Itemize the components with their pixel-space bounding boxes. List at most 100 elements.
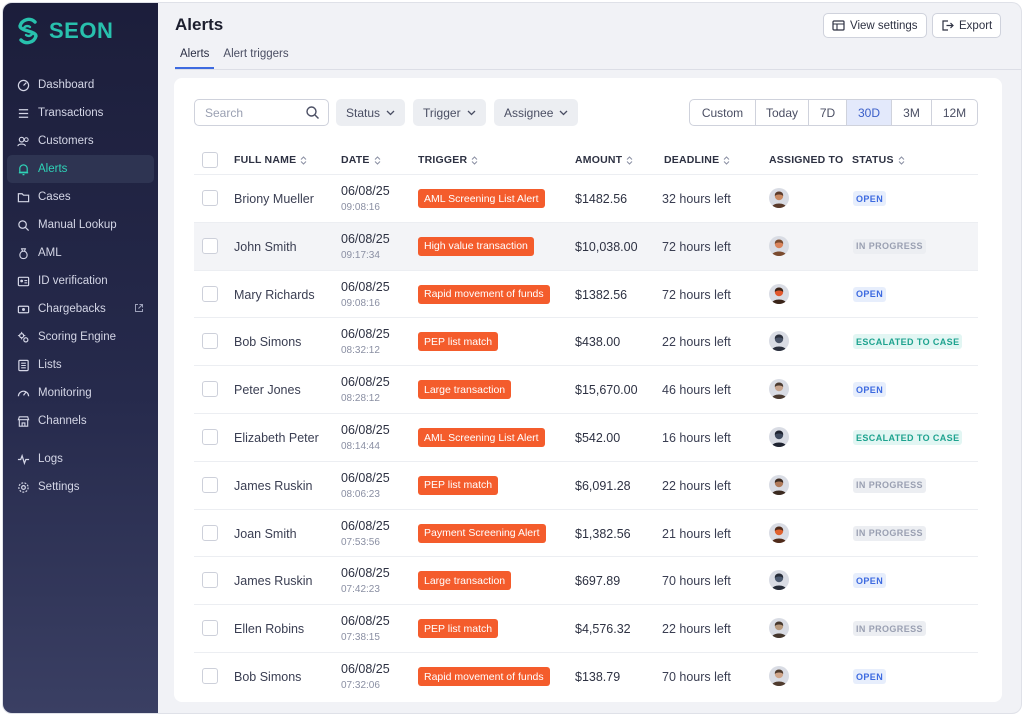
table-row[interactable]: Elizabeth Peter 06/08/25 08:14:44 AML Scree… — [194, 413, 978, 461]
sidebar-item-scoring-engine[interactable]: Scoring Engine — [7, 323, 154, 351]
logo[interactable]: SEON — [15, 17, 113, 45]
lists-icon — [16, 358, 30, 372]
avatar[interactable] — [769, 379, 789, 400]
sidebar-item-lists[interactable]: Lists — [7, 351, 154, 379]
time-cell: 07:53:56 — [341, 536, 380, 548]
range-custom[interactable]: Custom — [690, 100, 756, 125]
avatar[interactable] — [769, 331, 789, 352]
row-checkbox[interactable] — [202, 476, 218, 493]
row-checkbox[interactable] — [202, 190, 218, 206]
column-header-date[interactable]: DATE — [341, 146, 381, 174]
sidebar: SEON Dashboard Transactions Customers Al… — [3, 3, 158, 713]
export-button[interactable]: Export — [932, 13, 1002, 38]
table-row[interactable]: Briony Mueller 06/08/25 09:08:16 AML Screen… — [194, 174, 978, 222]
time-cell: 07:42:23 — [341, 584, 380, 596]
tab-bar: Alerts Alert triggers — [175, 45, 298, 69]
avatar[interactable] — [769, 522, 789, 543]
trigger-tag: PEP list match — [418, 619, 499, 639]
range-3m[interactable]: 3M — [892, 100, 932, 125]
search-input[interactable]: Search — [194, 99, 329, 126]
row-checkbox[interactable] — [202, 429, 218, 445]
logo-text: SEON — [49, 18, 114, 43]
bell-icon — [16, 162, 30, 176]
sidebar-item-settings[interactable]: Settings — [7, 473, 154, 501]
deadline-cell: 46 hours left — [662, 383, 731, 398]
sidebar-item-dashboard[interactable]: Dashboard — [7, 71, 154, 99]
avatar[interactable] — [769, 235, 789, 256]
status-badge: IN PROGRESS — [853, 238, 926, 254]
table-row[interactable]: James Ruskin 06/08/25 08:06:23 PEP list mat… — [194, 460, 978, 509]
row-checkbox[interactable] — [202, 285, 218, 302]
column-label: DEADLINE — [664, 154, 720, 166]
column-header-deadline[interactable]: DEADLINE — [664, 146, 730, 174]
range-7d[interactable]: 7D — [809, 100, 847, 125]
avatar[interactable] — [769, 618, 789, 639]
tab-alerts[interactable]: Alerts — [175, 45, 215, 69]
avatar-image — [769, 570, 789, 591]
trigger-filter[interactable]: Trigger — [413, 99, 486, 126]
sidebar-item-id-verification[interactable]: ID verification — [7, 267, 154, 295]
sidebar-item-alerts[interactable]: Alerts — [7, 155, 154, 183]
avatar-image — [769, 283, 789, 304]
column-header-amount[interactable]: AMOUNT — [575, 146, 633, 174]
table-row[interactable]: Mary Richards 06/08/25 09:08:16 Rapid movem… — [194, 269, 978, 318]
status-badge: ESCALATED TO CASE — [853, 430, 963, 445]
sidebar-item-label: Monitoring — [38, 387, 92, 399]
tab-alert-triggers[interactable]: Alert triggers — [223, 48, 289, 60]
table-row[interactable]: James Ruskin 06/08/25 07:42:23 Large transa… — [194, 556, 978, 604]
row-checkbox[interactable] — [202, 572, 218, 589]
range-30d[interactable]: 30D — [847, 100, 892, 125]
sidebar-item-customers[interactable]: Customers — [7, 127, 154, 155]
range-12m[interactable]: 12M — [942, 105, 967, 120]
sidebar-item-label: Transactions — [38, 107, 104, 119]
table-row[interactable]: Ellen Robins 06/08/25 07:38:15 PEP list mat… — [194, 604, 978, 652]
avatar[interactable] — [769, 570, 789, 591]
trigger-tag: Payment Screening Alert — [418, 523, 546, 543]
table-row[interactable]: John Smith 06/08/25 09:17:34 High value tra… — [194, 221, 978, 270]
row-checkbox[interactable] — [202, 668, 218, 684]
sidebar-item-chargebacks[interactable]: Chargebacks — [7, 295, 154, 323]
row-checkbox[interactable] — [202, 524, 218, 541]
range-today[interactable]: Today — [756, 100, 809, 125]
table-row[interactable]: Bob Simons 06/08/25 08:32:12 PEP list match… — [194, 317, 978, 365]
view-settings-button[interactable]: View settings — [823, 13, 927, 38]
sidebar-item-label: Scoring Engine — [38, 331, 116, 343]
full-name-cell: John Smith — [234, 239, 297, 254]
avatar-image — [769, 474, 789, 495]
avatar[interactable] — [769, 188, 789, 208]
sidebar-item-transactions[interactable]: Transactions — [7, 99, 154, 127]
date-cell: 06/08/25 — [341, 327, 390, 342]
sidebar-item-monitoring[interactable]: Monitoring — [7, 379, 154, 407]
row-checkbox[interactable] — [202, 333, 218, 350]
sidebar-item-manual-lookup[interactable]: Manual Lookup — [7, 211, 154, 239]
table-header: FULL NAME DATE TRIGGER AMOUNT DEADLINE A… — [194, 146, 978, 174]
sidebar-item-logs[interactable]: Logs — [7, 445, 154, 473]
assignee-filter[interactable]: Assignee — [494, 99, 579, 126]
sidebar-item-aml[interactable]: AML — [7, 239, 154, 267]
avatar[interactable] — [769, 283, 789, 304]
table-row[interactable]: Joan Smith 06/08/25 07:53:56 Payment Screen… — [194, 508, 978, 557]
sidebar-item-label: Dashboard — [38, 79, 95, 91]
avatar[interactable] — [769, 666, 789, 686]
avatar-image — [769, 331, 789, 352]
sidebar-item-channels[interactable]: Channels — [7, 407, 154, 435]
row-checkbox[interactable] — [202, 620, 218, 637]
column-header-full-name[interactable]: FULL NAME — [234, 146, 307, 174]
select-all-checkbox[interactable] — [202, 152, 218, 168]
table-row[interactable]: Peter Jones 06/08/25 08:28:12 Large transac… — [194, 365, 978, 413]
status-filter[interactable]: Status — [336, 99, 406, 126]
page-title: Alerts — [175, 15, 224, 34]
row-checkbox[interactable] — [202, 381, 218, 398]
avatar[interactable] — [769, 427, 789, 447]
table-row[interactable]: Bob Simons 06/08/25 07:32:06 Rapid movement… — [194, 652, 978, 700]
column-header-status[interactable]: STATUS — [852, 146, 905, 174]
avatar-image — [769, 188, 789, 208]
column-header-trigger[interactable]: TRIGGER — [418, 146, 478, 174]
export-icon — [942, 20, 954, 31]
sidebar-item-cases[interactable]: Cases — [7, 183, 154, 211]
avatar[interactable] — [769, 474, 789, 495]
amount-cell: $1482.56 — [575, 192, 628, 206]
row-checkbox[interactable] — [202, 237, 218, 254]
sort-icon — [374, 155, 380, 165]
